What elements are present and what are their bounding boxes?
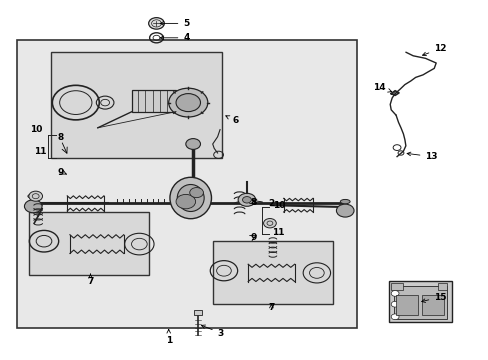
Bar (395, 295, 417, 315)
Circle shape (263, 219, 276, 228)
Circle shape (185, 139, 200, 149)
Bar (29, 212, 149, 275)
Circle shape (24, 200, 42, 213)
Text: 10: 10 (272, 201, 285, 210)
Text: 5: 5 (160, 19, 189, 28)
Bar (393, 286, 447, 319)
Text: 6: 6 (225, 116, 238, 125)
Text: 3: 3 (201, 325, 224, 338)
Ellipse shape (170, 177, 211, 219)
Circle shape (29, 191, 42, 201)
Circle shape (390, 314, 398, 320)
Circle shape (176, 194, 195, 209)
Bar (437, 283, 447, 290)
Circle shape (238, 193, 255, 206)
Circle shape (390, 291, 398, 296)
Bar (51, 52, 222, 158)
Bar (212, 241, 332, 304)
Bar (421, 295, 443, 315)
Text: 9: 9 (249, 233, 256, 242)
Text: 2: 2 (252, 199, 274, 208)
Text: 15: 15 (421, 292, 446, 302)
Text: 10: 10 (30, 125, 43, 134)
Ellipse shape (177, 185, 204, 212)
Text: 9: 9 (58, 168, 64, 177)
Circle shape (390, 301, 398, 307)
Bar (388, 281, 451, 322)
Text: 1: 1 (165, 329, 171, 345)
Text: 8: 8 (250, 198, 256, 207)
Bar (17, 40, 356, 328)
Circle shape (148, 18, 164, 29)
Circle shape (176, 94, 200, 112)
Text: 7: 7 (87, 274, 94, 286)
Circle shape (336, 204, 353, 217)
Text: 11: 11 (272, 228, 285, 237)
Text: 11: 11 (34, 148, 46, 157)
Text: 14: 14 (372, 83, 391, 92)
Text: 13: 13 (407, 152, 437, 161)
Circle shape (242, 197, 251, 203)
Ellipse shape (340, 199, 349, 204)
Bar (390, 283, 403, 290)
Bar (132, 90, 176, 112)
Text: 7: 7 (267, 303, 274, 312)
Text: 8: 8 (58, 133, 64, 142)
Circle shape (189, 188, 203, 198)
Circle shape (168, 88, 207, 117)
Text: 4: 4 (160, 33, 189, 42)
Bar (194, 310, 202, 315)
Ellipse shape (28, 194, 39, 198)
Text: 12: 12 (422, 44, 446, 56)
